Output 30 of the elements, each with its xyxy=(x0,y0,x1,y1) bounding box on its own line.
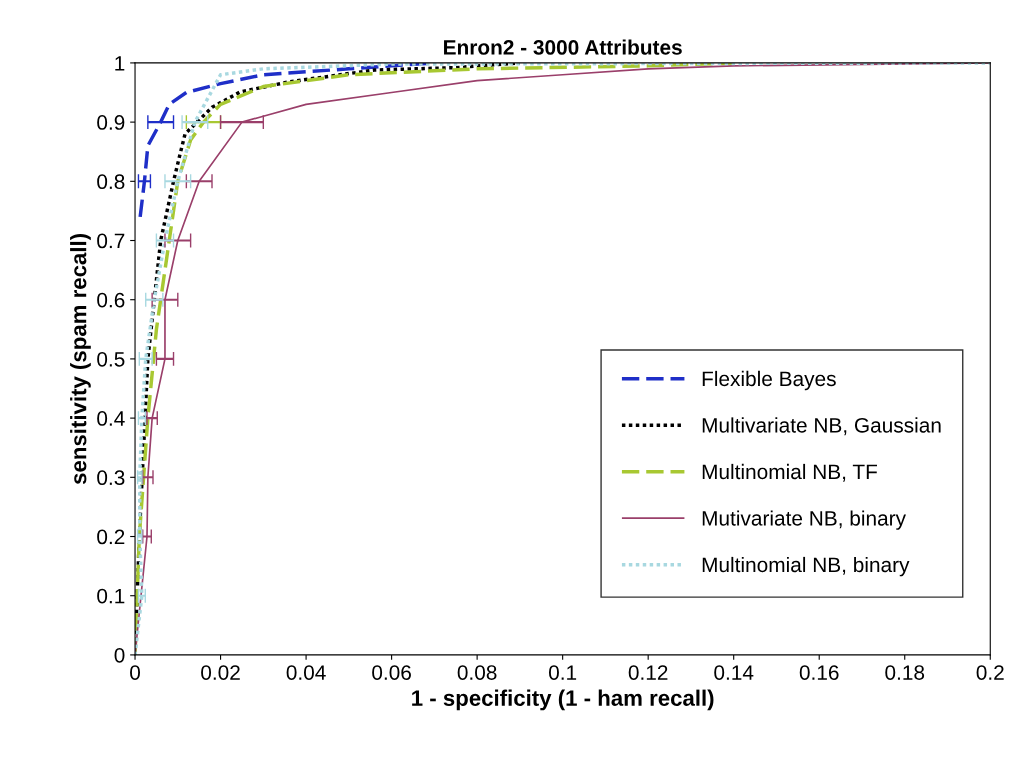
legend-label: Multivariate NB, Gaussian xyxy=(702,417,941,436)
x-tick-label: 0.04 xyxy=(286,665,326,680)
y-tick-label: 0.1 xyxy=(97,588,125,604)
y-tick-label: 0.6 xyxy=(97,292,125,308)
x-tick-label: 0.14 xyxy=(714,665,754,680)
x-tick-label: 0.2 xyxy=(976,665,1004,680)
legend-label: Flexible Bayes xyxy=(702,370,836,391)
x-tick-label: 0.12 xyxy=(628,665,668,680)
legend-label: Multinomial NB, TF xyxy=(702,463,877,482)
chart-title: Enron2 - 3000 Attributes xyxy=(444,39,682,55)
x-tick-label: 0 xyxy=(130,665,141,680)
y-axis-title: sensitivity (spam recall) xyxy=(70,234,91,485)
x-tick-label: 0.16 xyxy=(799,665,839,680)
y-tick-label: 0.9 xyxy=(97,115,125,130)
y-tick-label: 0.5 xyxy=(97,351,125,367)
x-tick-label: 0.06 xyxy=(372,665,411,680)
y-tick-label: 0.2 xyxy=(97,529,125,545)
legend-label: Multinomial NB, binary xyxy=(702,556,910,577)
x-tick-label: 0.18 xyxy=(885,665,925,680)
x-tick-label: 0.08 xyxy=(457,665,497,680)
y-tick-label: 0.7 xyxy=(97,233,125,249)
y-tick-label: 0.4 xyxy=(97,411,125,426)
x-axis-title: 1 - specificity (1 - ham recall) xyxy=(412,689,714,711)
y-tick-label: 0 xyxy=(114,647,125,663)
legend-label: Mutivariate NB, binary xyxy=(702,510,906,530)
y-tick-label: 0.8 xyxy=(97,174,125,190)
x-tick-label: 0.02 xyxy=(201,665,240,680)
y-tick-label: 0.3 xyxy=(97,470,125,486)
y-tick-label: 1 xyxy=(115,56,125,71)
x-tick-label: 0.1 xyxy=(548,665,577,680)
